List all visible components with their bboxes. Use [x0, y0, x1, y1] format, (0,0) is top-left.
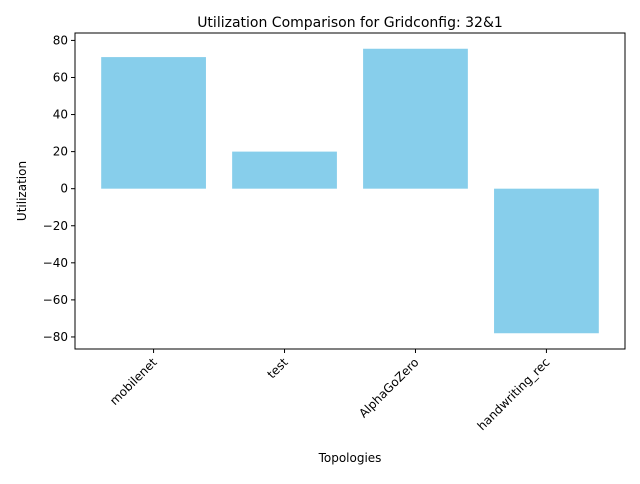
chart-title: Utilization Comparison for Gridconfig: 3… [197, 15, 503, 31]
plot-frame [74, 32, 626, 350]
bar-AlphaGoZero [363, 48, 468, 189]
bars-group [101, 48, 599, 334]
y-tick-label: −40 [43, 256, 68, 270]
y-tick-label: −20 [43, 219, 68, 233]
x-axis-label: Topologies [318, 451, 382, 465]
y-tick-label: −60 [43, 293, 68, 307]
y-tick-label: 40 [53, 108, 68, 122]
y-tick-label: 0 [60, 182, 68, 196]
x-ticks-group: mobilenet test AlphaGoZero handwriting_rec [107, 349, 553, 433]
y-tick-label: 60 [53, 70, 68, 84]
y-tick-label: 80 [53, 33, 68, 47]
y-tick-label: −80 [43, 330, 68, 344]
x-tick-label-AlphaGoZero: AlphaGoZero [356, 355, 421, 420]
y-axis-label: Utilization [15, 161, 29, 221]
bar-test [232, 151, 337, 189]
x-tick-label-mobilenet: mobilenet [107, 355, 160, 408]
y-tick-label: 20 [53, 145, 68, 159]
bar-mobilenet [101, 57, 206, 189]
y-ticks-group: −80 −60 −40 −20 0 20 40 60 80 [43, 33, 75, 344]
x-tick-label-handwriting_rec: handwriting_rec [475, 355, 553, 433]
bar-handwriting_rec [494, 188, 599, 334]
x-tick-label-test: test [264, 355, 290, 381]
